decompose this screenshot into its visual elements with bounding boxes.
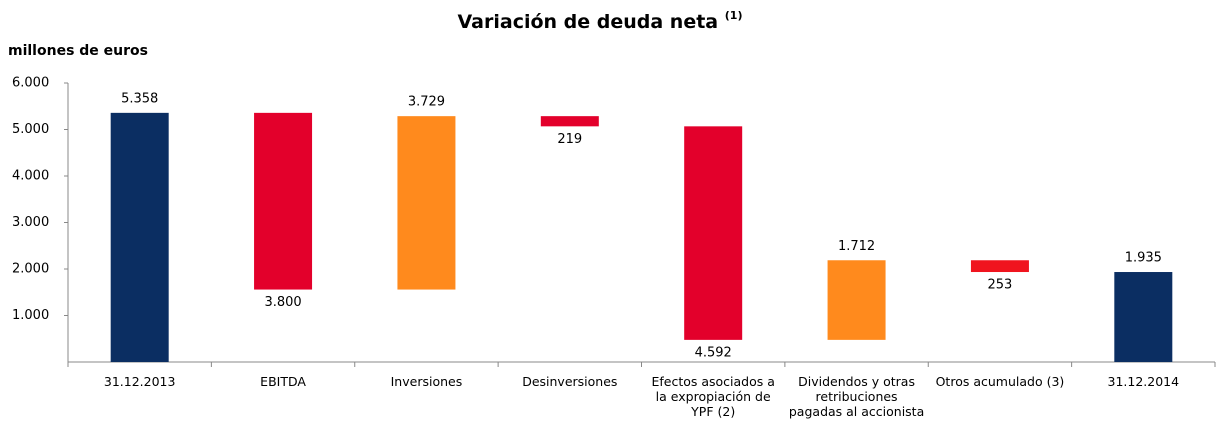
bar: [397, 116, 456, 290]
x-tick-label: EBITDA: [260, 374, 306, 389]
bar: [1114, 272, 1173, 362]
y-tick-label: 1.000: [12, 308, 49, 323]
y-tick-label: 3.000: [12, 215, 49, 230]
x-tick-label: 31.12.2013: [103, 374, 176, 389]
bar: [827, 260, 886, 340]
value-label: 1.712: [838, 239, 875, 254]
title-note: (1): [725, 9, 743, 22]
chart-title: Variación de deuda neta (1): [458, 9, 743, 33]
bar: [540, 116, 599, 127]
x-tick-label: Dividendos y otras retribuciones pagadas…: [788, 374, 925, 419]
y-axis-label: millones de euros: [8, 43, 148, 59]
x-tick-label: Inversiones: [390, 374, 463, 389]
bar: [254, 112, 313, 290]
x-tick-label: Efectos asociados a la expropiación de Y…: [651, 374, 775, 419]
y-tick-label: 4.000: [12, 169, 49, 184]
value-label: 1.935: [1125, 251, 1162, 266]
bar: [110, 112, 169, 362]
y-tick-label: 6.000: [12, 76, 49, 91]
y-tick-label: 2.000: [12, 262, 49, 277]
value-label: 4.592: [695, 345, 732, 360]
value-label: 5.358: [121, 91, 158, 106]
value-label: 253: [988, 278, 1013, 293]
y-tick-label: 5.000: [12, 122, 49, 137]
x-tick-label: Desinversiones: [522, 374, 618, 389]
bar: [970, 260, 1029, 273]
x-tick-label: 31.12.2014: [1107, 374, 1180, 389]
value-label: 3.729: [408, 95, 445, 110]
value-label: 219: [557, 132, 582, 147]
title-text: Variación de deuda neta: [458, 11, 719, 33]
x-tick-label: Otros acumulado (3): [935, 374, 1065, 389]
value-label: 3.800: [264, 295, 301, 310]
bar: [684, 126, 743, 340]
